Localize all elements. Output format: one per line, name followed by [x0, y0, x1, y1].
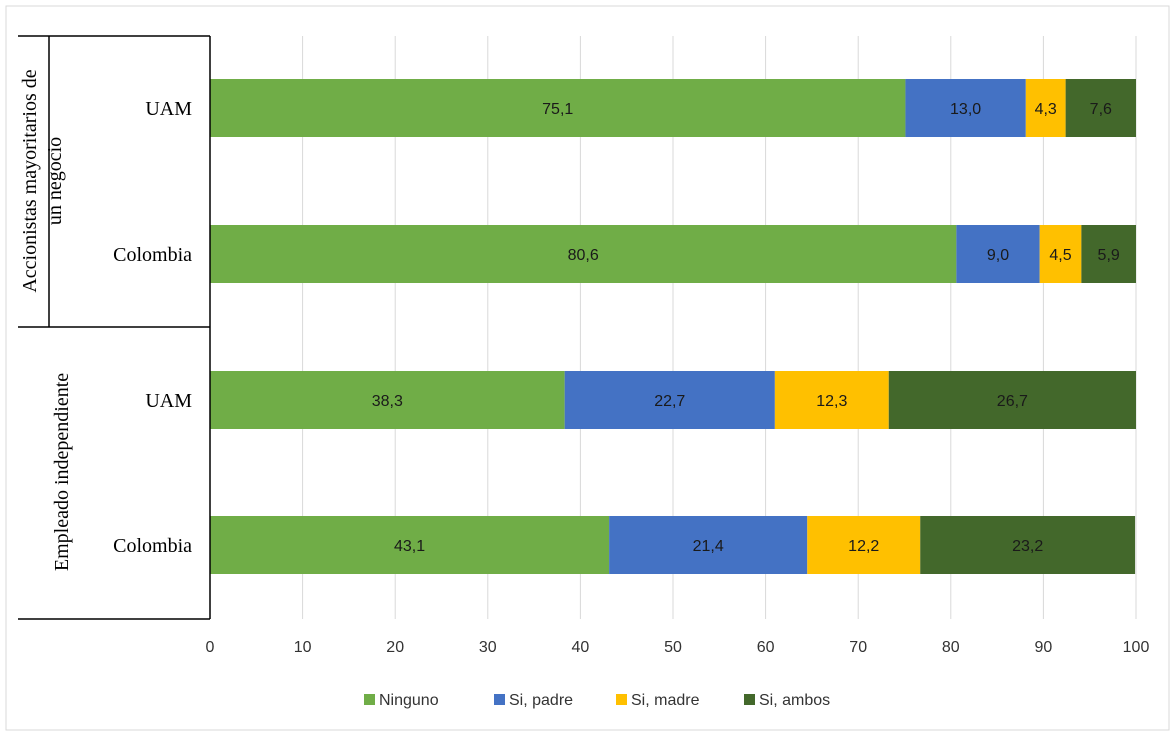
- x-tick-label: 70: [849, 639, 867, 656]
- x-tick-label: 10: [294, 639, 312, 656]
- data-label: 12,2: [848, 538, 879, 555]
- legend-swatch: [744, 694, 755, 705]
- x-tick-label: 80: [942, 639, 960, 656]
- bar-segment: [1065, 79, 1136, 137]
- legend-swatch: [494, 694, 505, 705]
- bar-segment: [210, 516, 610, 574]
- x-tick-label: 50: [664, 639, 682, 656]
- bar-segment: [210, 79, 906, 137]
- legend-swatch: [616, 694, 627, 705]
- bar-segment: [774, 371, 889, 429]
- data-label: 7,6: [1090, 101, 1112, 118]
- bar-segment: [905, 79, 1026, 137]
- data-label: 4,3: [1035, 101, 1057, 118]
- legend-label: Si, madre: [631, 692, 700, 709]
- legend-label: Si, ambos: [759, 692, 830, 709]
- data-label: 75,1: [542, 101, 573, 118]
- legend-label: Ninguno: [379, 692, 439, 709]
- legend-swatch: [364, 694, 375, 705]
- bar-segment: [210, 371, 565, 429]
- group-label: un negocio: [44, 137, 66, 225]
- category-label: Colombia: [113, 244, 192, 266]
- x-tick-label: 40: [572, 639, 590, 656]
- data-label: 5,9: [1098, 247, 1120, 264]
- bar-segment: [210, 225, 957, 283]
- data-label: 80,6: [568, 247, 599, 264]
- group-label: Empleado independiente: [51, 373, 73, 571]
- bar-segment: [807, 516, 921, 574]
- data-label: 23,2: [1012, 538, 1043, 555]
- bar-segment: [609, 516, 808, 574]
- category-label: UAM: [145, 98, 192, 120]
- data-label: 21,4: [693, 538, 724, 555]
- data-label: 26,7: [997, 393, 1028, 410]
- category-label: Colombia: [113, 535, 192, 557]
- x-tick-label: 0: [206, 639, 215, 656]
- data-label: 43,1: [394, 538, 425, 555]
- legend-label: Si, padre: [509, 692, 573, 709]
- data-label: 4,5: [1049, 247, 1071, 264]
- bars: [210, 79, 1136, 574]
- x-tick-label: 100: [1123, 639, 1150, 656]
- axes: 0 10 20 30 40 50 60 70 80 90 100 UAM Colombia UAM Colo…: [18, 35, 1150, 656]
- x-tick-label: 30: [479, 639, 497, 656]
- bar-segment: [920, 516, 1136, 574]
- data-label: 13,0: [950, 101, 981, 118]
- data-label: 22,7: [654, 393, 685, 410]
- group-label: Accionistas mayoritarios de: [19, 69, 41, 292]
- x-tick-label: 20: [386, 639, 404, 656]
- data-label: 12,3: [816, 393, 847, 410]
- bar-segment: [564, 371, 775, 429]
- bar-segment: [1081, 225, 1136, 283]
- bar-segment: [888, 371, 1136, 429]
- data-label: 38,3: [372, 393, 403, 410]
- bar-segment: [956, 225, 1040, 283]
- legend: Ninguno Si, padre Si, madre Si, ambos: [364, 692, 830, 709]
- bar-segment: [1039, 225, 1082, 283]
- x-tick-label: 60: [757, 639, 775, 656]
- x-tick-label: 90: [1035, 639, 1053, 656]
- bar-segment: [1025, 79, 1066, 137]
- data-labels: 75,1 13,0 4,3 7,6 80,6 9,0 4,5 5,9 38,3 22,7 12,3 2…: [372, 101, 1120, 555]
- category-label: UAM: [145, 390, 192, 412]
- data-label: 9,0: [987, 247, 1009, 264]
